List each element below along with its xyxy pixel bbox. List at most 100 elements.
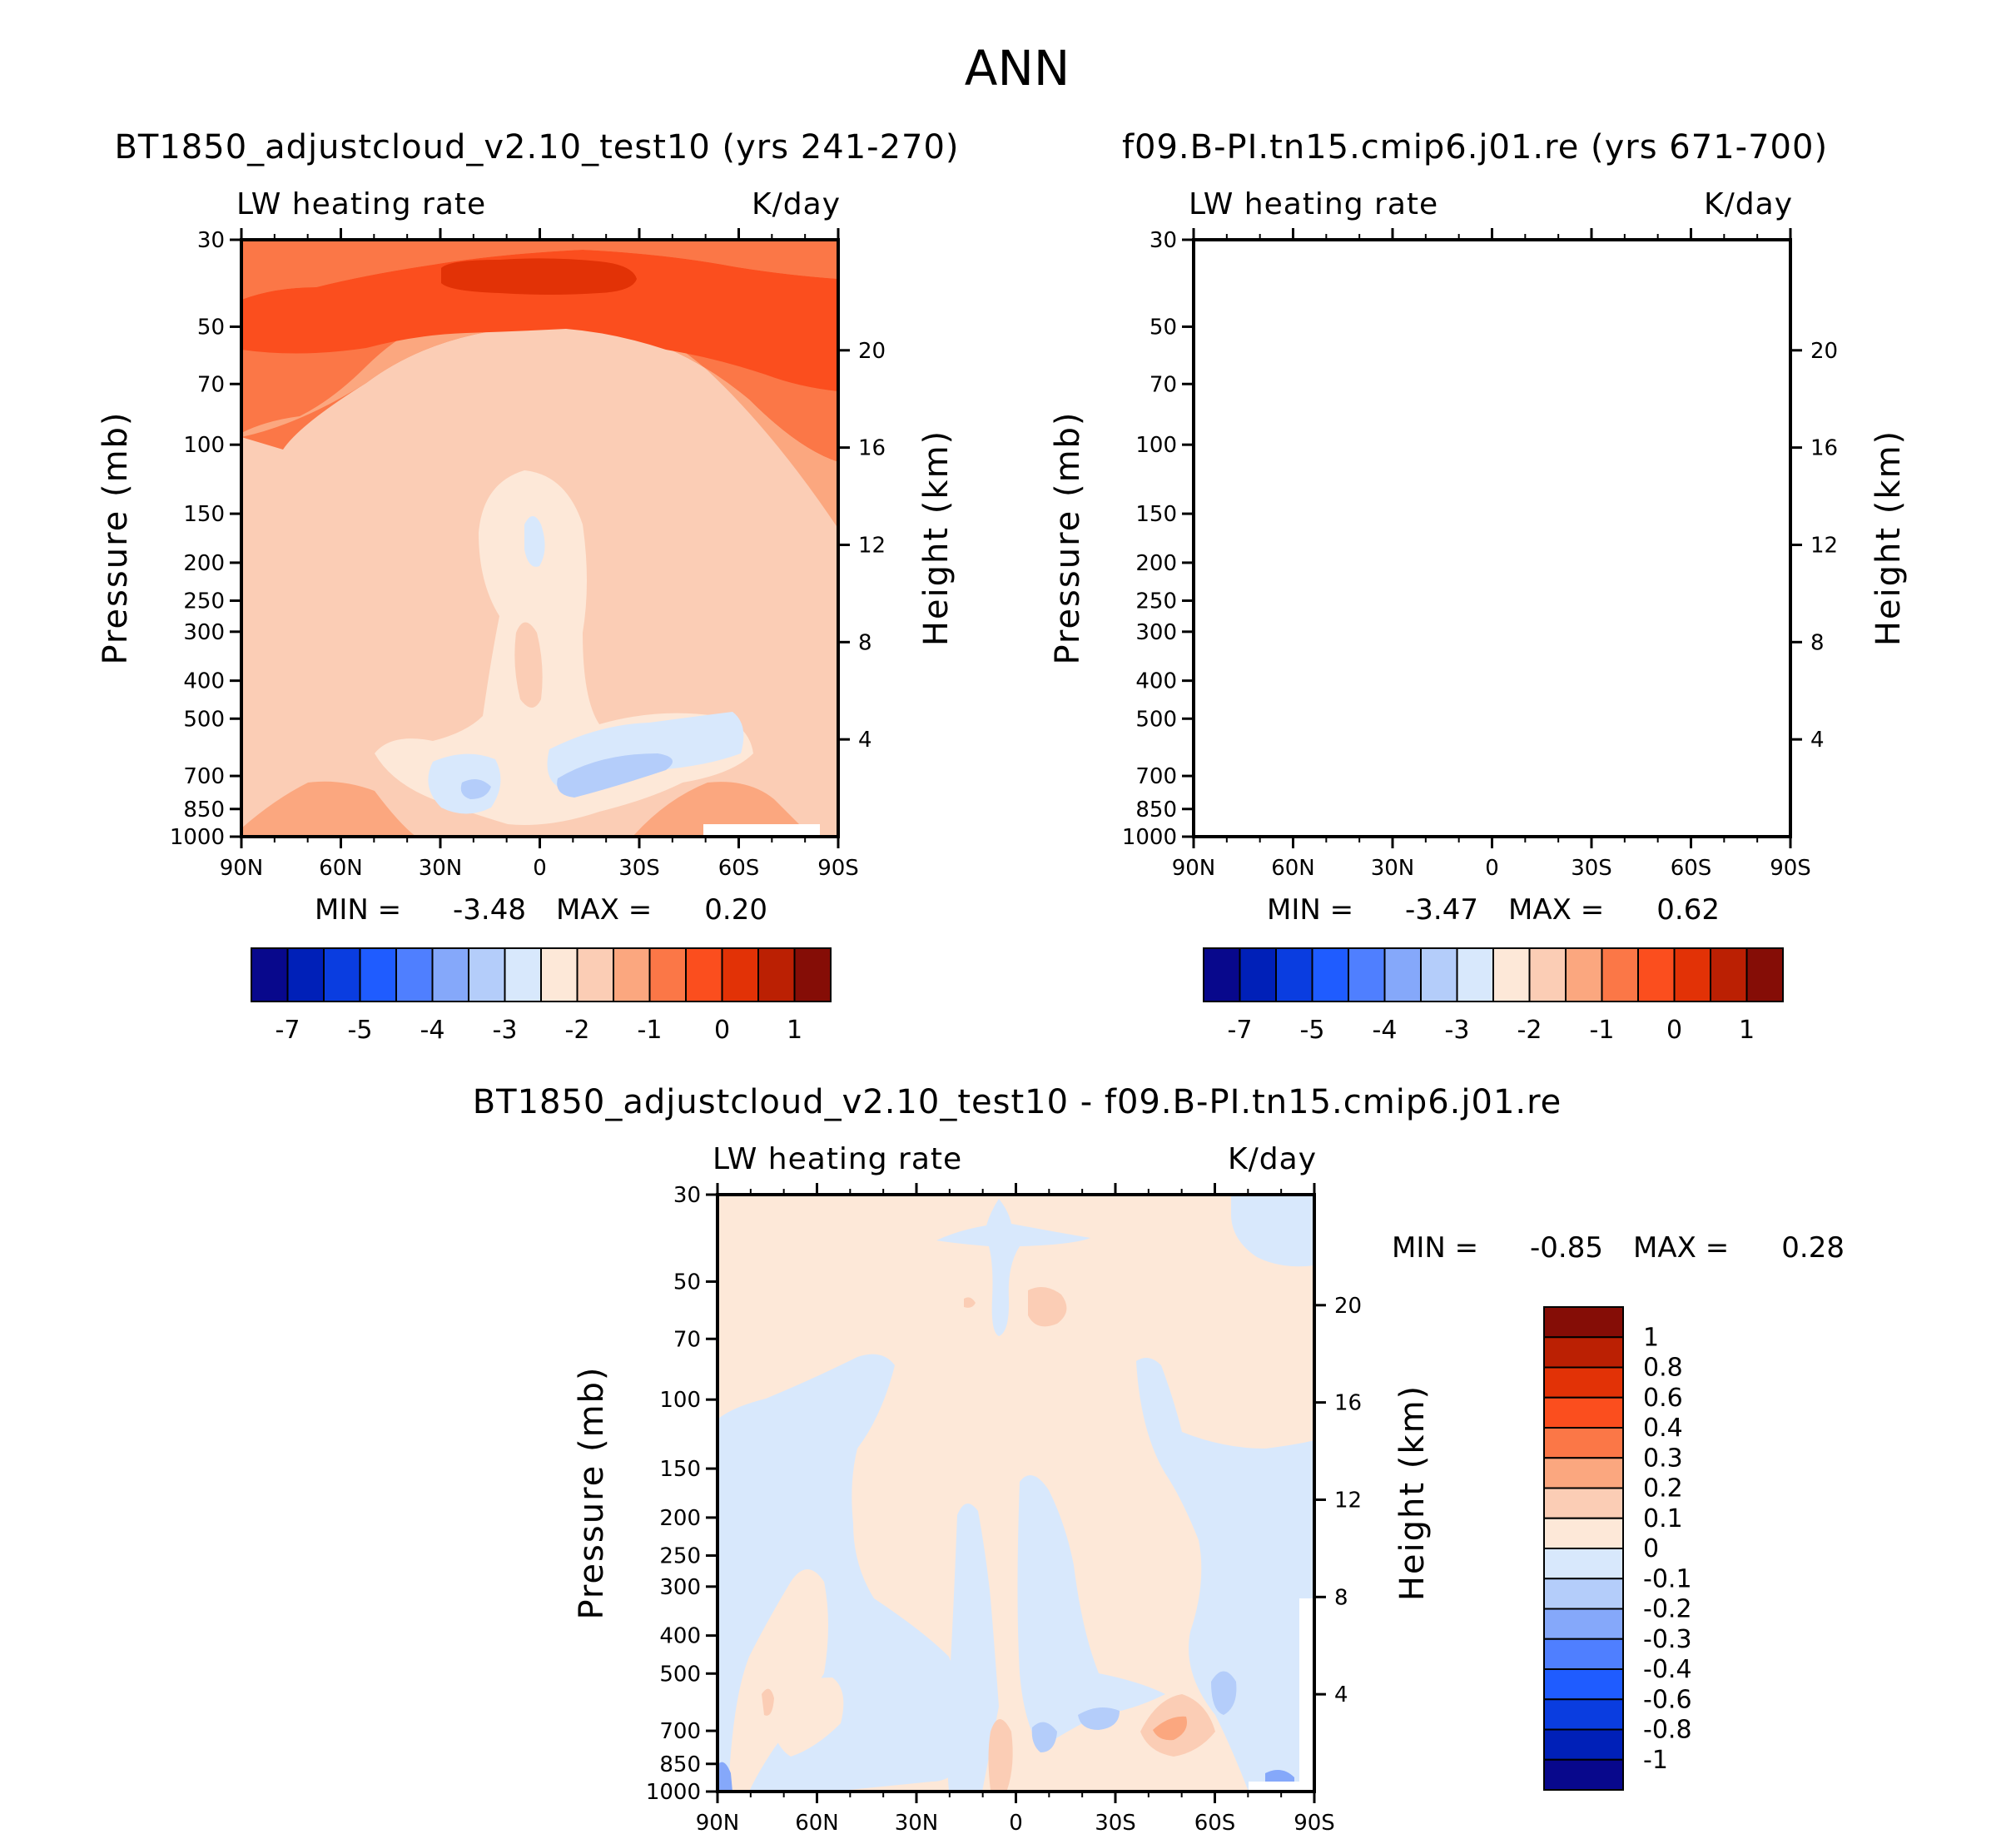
y-tick-label: 500	[1135, 707, 1177, 732]
variable-label: LW heating rate	[1189, 187, 1438, 221]
figure-title: ANN	[965, 40, 1070, 97]
contour-band-shallow	[514, 622, 543, 708]
min-label: MIN =	[315, 893, 401, 927]
colorbar-box	[721, 947, 759, 1002]
x-tick-label: 60S	[1671, 856, 1712, 881]
colorbar-box	[1543, 1336, 1624, 1369]
contour-band-neg-south	[1017, 1475, 1165, 1748]
y-tick-label: 100	[1135, 433, 1177, 458]
x-tick-label: 90S	[1770, 856, 1811, 881]
y-tick-label: 400	[183, 669, 225, 694]
colorbar-label: 0.3	[1643, 1444, 1683, 1473]
colorbar-box	[685, 947, 723, 1002]
y-tick-label: 250	[1135, 589, 1177, 614]
y-tick-label: 70	[673, 1327, 701, 1352]
contour-band-neg-polar-core	[1211, 1671, 1237, 1715]
colorbar-label: 0	[1643, 1534, 1659, 1563]
y-tick-label: 50	[197, 315, 225, 340]
colorbar-box	[323, 947, 361, 1002]
colorbar-box	[1456, 947, 1494, 1002]
contour-band-upper-trop	[241, 301, 838, 529]
colorbar-box	[359, 947, 397, 1002]
y-tick-label: 300	[659, 1575, 701, 1600]
colorbar-box	[1383, 947, 1422, 1002]
contour-band-shallow	[1472, 646, 1485, 684]
surface-mask	[1249, 1782, 1314, 1792]
contour-band-low-north	[1380, 754, 1452, 814]
colorbar-box	[1203, 947, 1241, 1002]
y2-tick-label: 12	[1810, 533, 1838, 558]
contour-band-pos-north2	[766, 1677, 844, 1757]
variable-label: LW heating rate	[236, 187, 486, 221]
max-value: 0.28	[1781, 1231, 1845, 1265]
colorbar-label: -1	[1590, 1016, 1615, 1045]
colorbar-label: -0.1	[1643, 1564, 1692, 1593]
plot-frame	[1192, 238, 1792, 838]
y-tick-label: 150	[1135, 502, 1177, 527]
colorbar-box	[1348, 947, 1386, 1002]
y2-axis-label: Height (km)	[917, 430, 956, 646]
max-label: MAX =	[1633, 1231, 1729, 1265]
colorbar-label: -2	[565, 1016, 590, 1045]
y2-tick-label: 12	[858, 533, 886, 558]
panel-title: BT1850_adjustcloud_v2.10_test10 (yrs 241…	[114, 128, 959, 167]
contour-band-min-north	[1418, 782, 1439, 795]
x-tick-label: 30N	[895, 1811, 939, 1834]
y-tick-label: 850	[183, 798, 225, 823]
contour-band-core	[1393, 258, 1589, 295]
colorbar: -7 -5 -4 -3 -2 -1 0 1	[1203, 947, 1784, 1045]
y-tick-label: 100	[183, 433, 225, 458]
y-tick-label: 400	[659, 1624, 701, 1649]
colorbar-box	[1311, 947, 1349, 1002]
colorbar-box	[1565, 947, 1603, 1002]
y-tick-label: 150	[659, 1457, 701, 1482]
y2-tick-label: 16	[1334, 1391, 1362, 1416]
y-tick-label: 500	[183, 707, 225, 732]
y-tick-label: 250	[659, 1544, 701, 1569]
colorbar-label: -0.3	[1643, 1625, 1692, 1654]
y-tick-label: 50	[673, 1270, 701, 1295]
max-label: MAX =	[556, 893, 652, 927]
x-tick-label: 60S	[718, 856, 760, 881]
x-tick-label: 90S	[1294, 1811, 1335, 1834]
units-label: K/day	[1228, 1142, 1317, 1176]
colorbar-box	[1745, 947, 1784, 1002]
contour-field	[1194, 240, 1790, 837]
colorbar-box	[1543, 1427, 1624, 1459]
colorbar-box	[1543, 1457, 1624, 1489]
contour-band-neg-center	[946, 1503, 999, 1792]
colorbar-label: -0.4	[1643, 1655, 1692, 1684]
contour-band-core	[441, 258, 637, 295]
x-tick-label: 0	[1485, 856, 1499, 881]
colorbar-label: -4	[420, 1016, 445, 1045]
colorbar-label: -0.8	[1643, 1716, 1692, 1745]
contour-band-surface-south	[633, 782, 799, 837]
panel-title: BT1850_adjustcloud_v2.10_test10 - f09.B-…	[473, 1083, 1562, 1121]
min-label: MIN =	[1392, 1231, 1478, 1265]
y-tick-label: 1000	[170, 825, 225, 850]
y-tick-label: 70	[1150, 372, 1177, 397]
contour-band-min-south	[557, 753, 673, 798]
colorbar-box	[1275, 947, 1313, 1002]
y-tick-label: 300	[183, 620, 225, 645]
y-tick-label: 850	[659, 1752, 701, 1777]
contour-band-strat-top	[1194, 240, 1790, 300]
contour-band-pos-north	[728, 1569, 828, 1792]
contour-band-neg-sfc-north	[718, 1762, 732, 1792]
x-tick-label: 60N	[795, 1811, 839, 1834]
y2-tick-label: 8	[858, 630, 872, 655]
contour-band-neg-polar	[1136, 1358, 1314, 1792]
colorbar-box	[540, 947, 578, 1002]
y-tick-label: 200	[659, 1506, 701, 1531]
x-tick-label: 90N	[1172, 856, 1216, 881]
y2-axis-label: Height (km)	[1393, 1384, 1432, 1601]
y-tick-label: 700	[183, 764, 225, 789]
y2-tick-label: 8	[1334, 1585, 1348, 1610]
y-tick-label: 200	[1135, 551, 1177, 576]
colorbar-box	[1420, 947, 1458, 1002]
x-tick-label: 0	[1009, 1811, 1023, 1834]
contour-field	[718, 1195, 1314, 1792]
x-axis-ticks: 90N 60N 30N 0 30S 60S 90S	[1172, 228, 1811, 881]
